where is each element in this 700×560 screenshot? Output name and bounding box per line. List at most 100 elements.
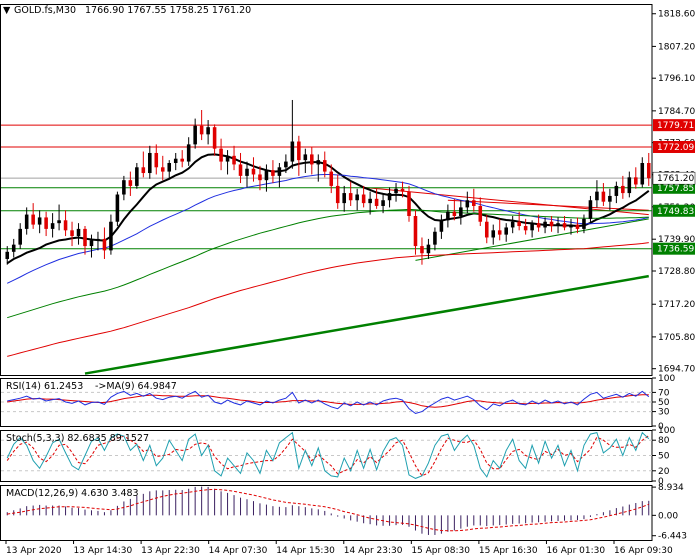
candle-body-73 bbox=[478, 205, 483, 222]
candle-body-54 bbox=[355, 194, 359, 201]
candle-body-15 bbox=[102, 238, 107, 251]
current-price-tag bbox=[652, 171, 696, 185]
candle-body-50 bbox=[329, 171, 334, 186]
candle-body-47 bbox=[310, 154, 314, 165]
stoch-label: Stoch(5,3,3) 82.6835 89.1527 bbox=[6, 433, 149, 444]
price-pane-frame bbox=[0, 4, 653, 376]
time-tick-3: 14 Apr 07:30 bbox=[209, 546, 268, 556]
candle-body-55 bbox=[361, 194, 366, 204]
candle-body-96 bbox=[627, 177, 632, 194]
candle-body-30 bbox=[199, 125, 204, 135]
symbol-header: GOLD.fs,M30 bbox=[14, 5, 76, 16]
candle-body-86 bbox=[562, 223, 567, 228]
candle-body-21 bbox=[141, 167, 146, 174]
trend-line-1 bbox=[447, 199, 649, 211]
candle-body-84 bbox=[549, 221, 554, 227]
candle-body-27 bbox=[180, 158, 184, 162]
candle-body-59 bbox=[387, 193, 392, 201]
candle-body-82 bbox=[536, 223, 541, 228]
price-tick-1: 1807.20 bbox=[658, 42, 695, 52]
candle-body-70 bbox=[459, 207, 463, 216]
candle-body-92 bbox=[601, 191, 606, 202]
candle-body-51 bbox=[335, 185, 340, 204]
candle-body-56 bbox=[368, 198, 372, 204]
candle-body-71 bbox=[465, 200, 470, 208]
candle-body-99 bbox=[646, 163, 651, 179]
candle-body-52 bbox=[342, 193, 346, 204]
level-label-2: 1757.85 bbox=[657, 184, 694, 194]
candle-body-80 bbox=[523, 226, 528, 231]
time-tick-0: 13 Apr 2020 bbox=[6, 546, 62, 556]
candle-body-10 bbox=[70, 230, 74, 237]
price-tick-7: 1739.90 bbox=[658, 235, 695, 245]
candle-body-58 bbox=[381, 200, 385, 206]
stoch-d-line bbox=[6, 435, 650, 477]
level-tag-4 bbox=[653, 242, 695, 255]
candle-body-33 bbox=[219, 148, 223, 162]
candle-body-77 bbox=[504, 227, 508, 235]
ohlc-header: 1766.90 1767.55 1758.25 1761.20 bbox=[85, 5, 251, 16]
candle-body-20 bbox=[135, 167, 139, 186]
rsi-line bbox=[7, 390, 650, 415]
stoch-tick-1: 80 bbox=[658, 436, 670, 446]
price-tick-8: 1728.80 bbox=[658, 267, 695, 277]
candle-body-29 bbox=[193, 125, 197, 145]
candle-body-23 bbox=[154, 152, 159, 168]
candle-body-74 bbox=[484, 221, 489, 238]
candle-body-22 bbox=[148, 152, 152, 174]
candle-body-1 bbox=[11, 244, 16, 252]
level-tag-3 bbox=[653, 204, 695, 217]
candle-body-94 bbox=[614, 185, 619, 196]
candle-body-14 bbox=[96, 238, 100, 241]
ma-line-red bbox=[7, 242, 649, 357]
candle-body-28 bbox=[186, 144, 191, 162]
macd-tick-2: -6.443 bbox=[658, 532, 687, 542]
candle-body-26 bbox=[173, 158, 178, 163]
candle-body-91 bbox=[595, 191, 599, 201]
candle-body-88 bbox=[575, 224, 580, 229]
symbol-dropdown-icon[interactable]: ▼ bbox=[3, 5, 11, 16]
candle-body-63 bbox=[413, 216, 418, 247]
candle-body-31 bbox=[206, 127, 210, 135]
candle-body-11 bbox=[76, 228, 81, 237]
candle-body-7 bbox=[50, 223, 55, 229]
candle-body-0 bbox=[5, 251, 10, 259]
candle-body-44 bbox=[290, 141, 295, 162]
level-tag-0 bbox=[653, 119, 695, 132]
candle-body-98 bbox=[640, 163, 645, 185]
candle-body-4 bbox=[31, 214, 35, 225]
price-tick-9: 1717.20 bbox=[658, 300, 695, 310]
time-tick-7: 15 Apr 16:30 bbox=[479, 546, 538, 556]
candle-body-25 bbox=[167, 163, 172, 172]
candle-body-97 bbox=[634, 177, 638, 185]
time-tick-8: 16 Apr 01:30 bbox=[546, 546, 605, 556]
candle-body-17 bbox=[115, 194, 120, 222]
time-tick-2: 13 Apr 22:30 bbox=[141, 546, 200, 556]
candle-body-78 bbox=[510, 221, 515, 228]
rsi-ma-label: ->MA(9) 64.9847 bbox=[95, 381, 177, 392]
price-tick-0: 1818.60 bbox=[658, 10, 695, 20]
stoch-tick-4: 0 bbox=[658, 477, 664, 487]
ma-line-blue bbox=[6, 174, 649, 284]
rsi-tick-4: 0 bbox=[658, 422, 664, 432]
candle-body-8 bbox=[57, 220, 61, 224]
trend-line-3 bbox=[84, 274, 649, 375]
candle-body-45 bbox=[297, 141, 301, 161]
candle-body-12 bbox=[83, 228, 87, 247]
price-tick-10: 1705.80 bbox=[658, 333, 695, 343]
time-tick-9: 16 Apr 09:30 bbox=[614, 546, 673, 556]
rsi-tick-0: 100 bbox=[658, 374, 675, 384]
time-tick-6: 15 Apr 08:30 bbox=[411, 546, 470, 556]
level-label-1: 1772.09 bbox=[657, 143, 694, 153]
candle-body-36 bbox=[238, 164, 243, 176]
current-price-label: 1761.20 bbox=[657, 174, 694, 184]
pane-headers: ▼ GOLD.fs,M30 1766.90 1767.55 1758.25 17… bbox=[3, 5, 251, 499]
candle-body-89 bbox=[582, 218, 586, 229]
candle-body-67 bbox=[439, 220, 444, 232]
candle-body-9 bbox=[63, 220, 68, 231]
candle-body-46 bbox=[303, 154, 308, 161]
candle-body-37 bbox=[245, 168, 249, 176]
rsi-ma-line bbox=[7, 394, 649, 408]
